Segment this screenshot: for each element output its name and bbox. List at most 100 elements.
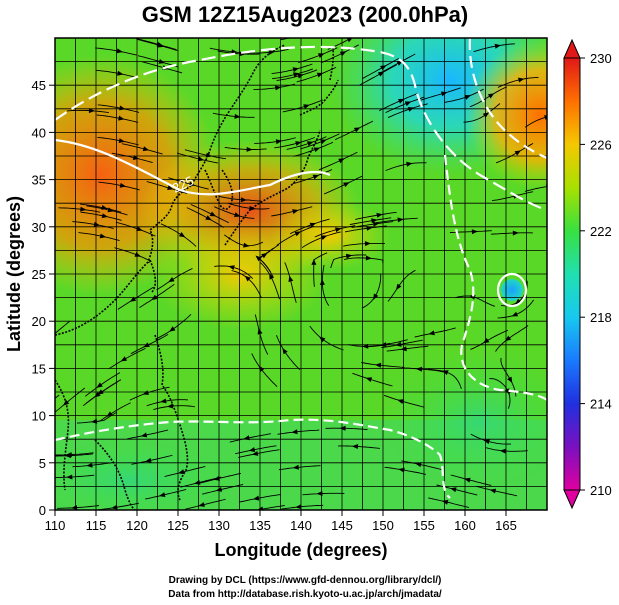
stream-arrowhead [415, 462, 422, 468]
stream-arrowhead [295, 504, 302, 510]
streamline [199, 472, 241, 484]
stream-arrowhead [101, 213, 108, 219]
stream-arrowhead [442, 370, 449, 375]
stream-arrowhead [428, 330, 435, 336]
stream-arrowhead [268, 49, 275, 55]
streamline [271, 206, 313, 217]
field-green-southwest [55, 440, 230, 510]
streamline [302, 492, 345, 496]
x-axis: 110 115 120 125 130 135 140 145 150 155 160 165 [45, 510, 517, 533]
x-tick-label: 145 [331, 518, 353, 533]
streamline [55, 452, 94, 456]
streamline [443, 88, 484, 103]
stream-arrowhead [275, 139, 283, 145]
stream-arrowhead [404, 101, 412, 107]
streamline [180, 476, 222, 488]
stream-arrowhead [489, 488, 497, 494]
streamline [121, 143, 163, 155]
credit-drawing: Drawing by DCL (https://www.gfd-dennou.o… [169, 575, 442, 586]
stream-arrowhead [261, 252, 268, 259]
streamline [338, 445, 380, 449]
streamline [111, 152, 153, 164]
contour-ne [468, 38, 547, 160]
stream-arrowhead [151, 294, 158, 301]
streamline [470, 329, 508, 350]
streamline [251, 353, 278, 388]
stream-arrowhead [397, 399, 404, 404]
streamline [126, 429, 169, 440]
credit-data: Data from http://database.rish.kyoto-u.a… [168, 589, 442, 600]
stream-arrowhead [205, 152, 213, 158]
streamline [55, 321, 70, 335]
streamline [72, 221, 114, 229]
stream-arrowhead [339, 425, 346, 431]
y-tick-label: 20 [32, 314, 46, 329]
coast-hokkaido [299, 79, 339, 116]
stream-arrowhead [118, 115, 125, 121]
stream-arrowhead [293, 72, 300, 78]
contour-upper [55, 45, 547, 212]
streamline [359, 64, 397, 86]
stream-arrowhead [345, 253, 353, 259]
stream-arrowhead [371, 218, 378, 224]
stream-arrowhead [343, 182, 350, 188]
stream-arrowhead [253, 495, 260, 501]
stream-arrowhead [353, 127, 361, 133]
stream-arrowhead [167, 403, 174, 409]
stream-arrowhead [366, 225, 373, 231]
plot-area: 225 [55, 38, 547, 510]
y-tick-label: 5 [39, 456, 46, 471]
stream-arrowhead [240, 197, 247, 203]
stream-arrowhead [512, 230, 519, 236]
stream-arrowhead [111, 504, 118, 510]
stream-arrowhead [504, 335, 512, 342]
streamline [139, 283, 175, 308]
streamline [386, 345, 429, 352]
y-tick-label: 45 [32, 78, 46, 93]
streamline [258, 244, 280, 273]
stream-arrowhead [249, 205, 256, 211]
colorbar-tick-label: 230 [590, 51, 612, 66]
streamline [231, 270, 262, 298]
streamline [254, 137, 296, 144]
stream-arrowhead [294, 231, 301, 237]
streamline [277, 429, 320, 435]
stream-arrowhead [364, 241, 371, 247]
streamline [524, 116, 547, 128]
stream-arrowhead [94, 391, 101, 398]
stream-arrowhead [303, 104, 310, 109]
stream-arrowhead [483, 439, 490, 445]
streamline [86, 205, 128, 216]
x-tick-label: 135 [249, 518, 271, 533]
streamline [98, 181, 140, 191]
stream-arrowhead [255, 255, 262, 262]
streamline [330, 254, 367, 269]
streamline [385, 162, 427, 171]
stream-arrowhead [132, 155, 140, 160]
streamline [361, 362, 403, 368]
y-tick-label: 10 [32, 409, 46, 424]
streamline [78, 232, 120, 242]
streamline [217, 50, 260, 55]
streamline [293, 141, 334, 157]
stream-arrowhead [380, 65, 387, 71]
coast-japan [224, 129, 321, 246]
stream-arrowhead [251, 451, 259, 456]
contour-south [55, 418, 451, 499]
stream-arrowhead [373, 293, 379, 300]
streamline [402, 367, 444, 373]
streamline [286, 136, 327, 150]
streamline [309, 325, 344, 351]
field-cyclone-cell [501, 279, 523, 301]
stream-arrowhead [71, 505, 78, 510]
stream-arrowhead [99, 233, 107, 239]
stream-arrowhead [257, 506, 264, 510]
stream-arrowhead [292, 67, 300, 73]
streamline [160, 223, 197, 247]
streamline [254, 314, 269, 355]
stream-arrowhead [464, 477, 471, 483]
streamline [321, 264, 330, 306]
stream-arrowhead [482, 338, 490, 344]
streamline [490, 232, 533, 235]
y-axis: 0 5 10 15 20 25 30 35 40 45 [32, 78, 55, 518]
